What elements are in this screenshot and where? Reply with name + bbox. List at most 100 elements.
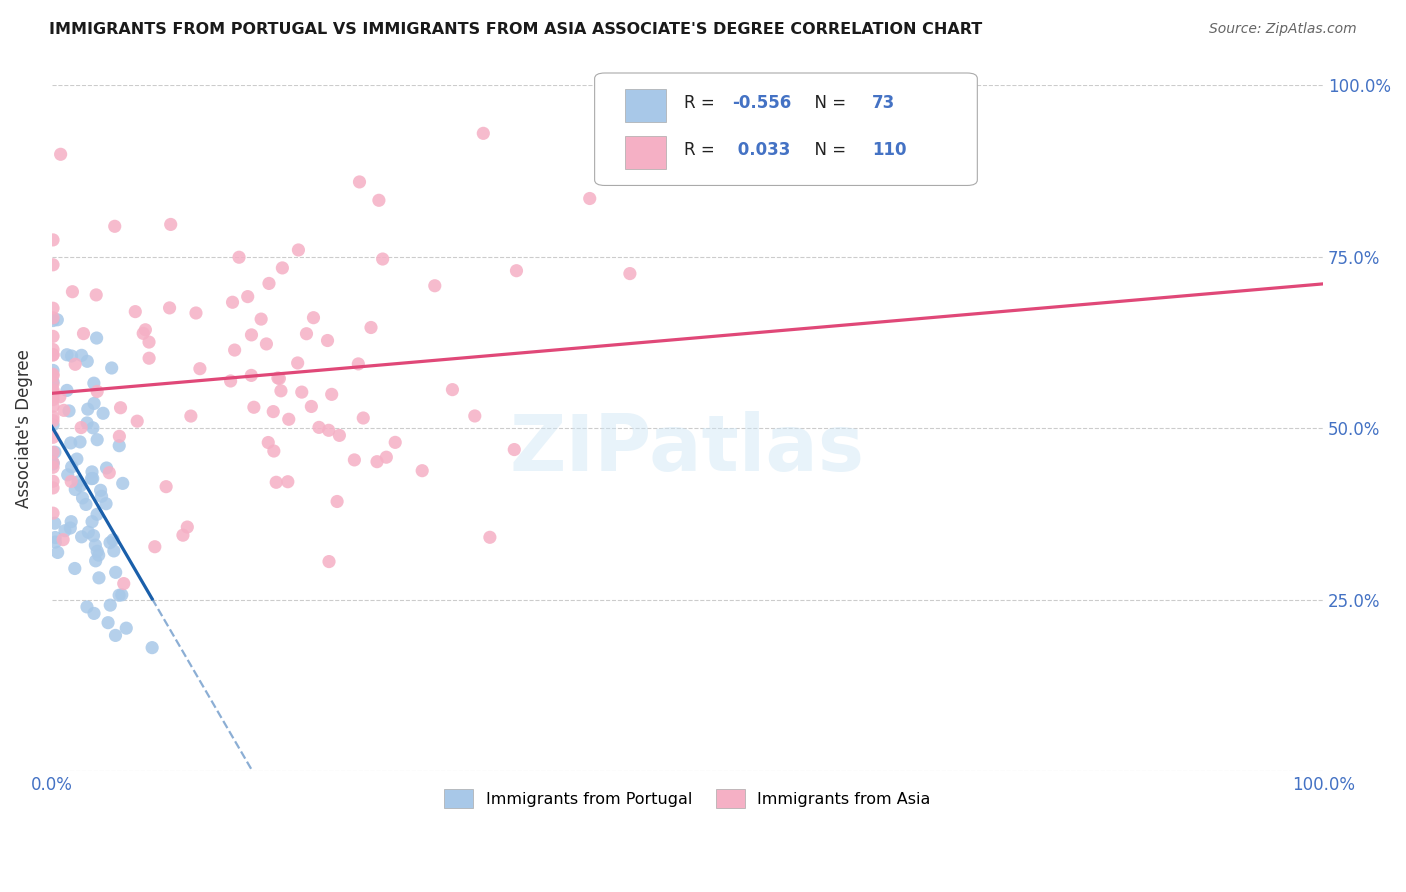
Point [80,472,103,486]
Point [138,351,160,366]
Point [221,295,243,310]
Point [60,515,83,529]
Point [108,429,131,443]
Point [104,566,127,580]
Point [263,444,285,458]
Point [42,233,65,247]
Point [250,312,273,326]
Point [76,402,98,417]
FancyBboxPatch shape [626,89,666,122]
Point [375,450,398,465]
Point [62,285,84,299]
Point [65,483,87,497]
Point [63,357,86,371]
Point [328,428,350,442]
Point [42,457,65,471]
Point [224,343,246,357]
Point [98,598,121,612]
Point [66,475,89,489]
Legend: Immigrants from Portugal, Immigrants from Asia: Immigrants from Portugal, Immigrants fro… [437,782,938,814]
Point [308,420,330,434]
Point [411,464,433,478]
Point [59,521,82,535]
Point [46,545,69,559]
Point [277,475,299,489]
Point [60,459,83,474]
Point [70,530,93,544]
Point [53,524,76,538]
Point [42,383,65,397]
Point [188,361,211,376]
Point [464,409,486,423]
Point [98,535,121,549]
Point [172,528,194,542]
Point [619,267,641,281]
Point [42,460,65,475]
Point [124,304,146,318]
Point [52,403,75,417]
Point [86,508,108,522]
Point [42,417,65,432]
Point [277,412,299,426]
Point [108,588,131,602]
Point [91,406,114,420]
Point [44,531,66,545]
Text: R =: R = [683,141,720,159]
Point [318,555,340,569]
Point [269,371,291,385]
Point [66,452,89,467]
Point [318,423,340,437]
Point [69,434,91,449]
Point [86,331,108,345]
Point [42,481,65,495]
Point [42,368,65,383]
Text: 73: 73 [872,95,896,112]
Point [321,387,343,401]
Point [42,430,65,444]
Point [42,475,65,489]
Point [472,126,495,140]
Point [127,414,149,428]
Point [56,348,79,362]
Point [96,461,118,475]
Point [503,442,526,457]
Point [111,476,134,491]
Point [42,363,65,377]
Point [42,347,65,361]
Point [104,628,127,642]
Point [63,561,86,575]
Point [44,445,66,459]
Text: 0.033: 0.033 [733,141,790,159]
Point [42,310,65,325]
Text: R =: R = [683,95,720,112]
Point [155,480,177,494]
Point [295,326,318,341]
Point [141,640,163,655]
Point [83,529,105,543]
Point [111,588,134,602]
Point [134,323,156,337]
Point [42,445,65,459]
Point [367,194,389,208]
Point [257,435,280,450]
Point [267,371,290,385]
Point [97,615,120,630]
Point [104,219,127,234]
Point [270,384,292,398]
Point [49,390,72,404]
Point [86,433,108,447]
Point [100,361,122,376]
Point [240,368,263,383]
Text: 110: 110 [872,141,907,159]
Point [243,401,266,415]
Point [98,466,121,480]
Point [70,420,93,434]
Point [83,396,105,410]
Point [49,147,72,161]
Point [366,455,388,469]
Point [302,310,325,325]
Text: Source: ZipAtlas.com: Source: ZipAtlas.com [1209,22,1357,37]
Point [159,301,181,315]
Point [82,471,104,485]
Point [360,320,382,334]
